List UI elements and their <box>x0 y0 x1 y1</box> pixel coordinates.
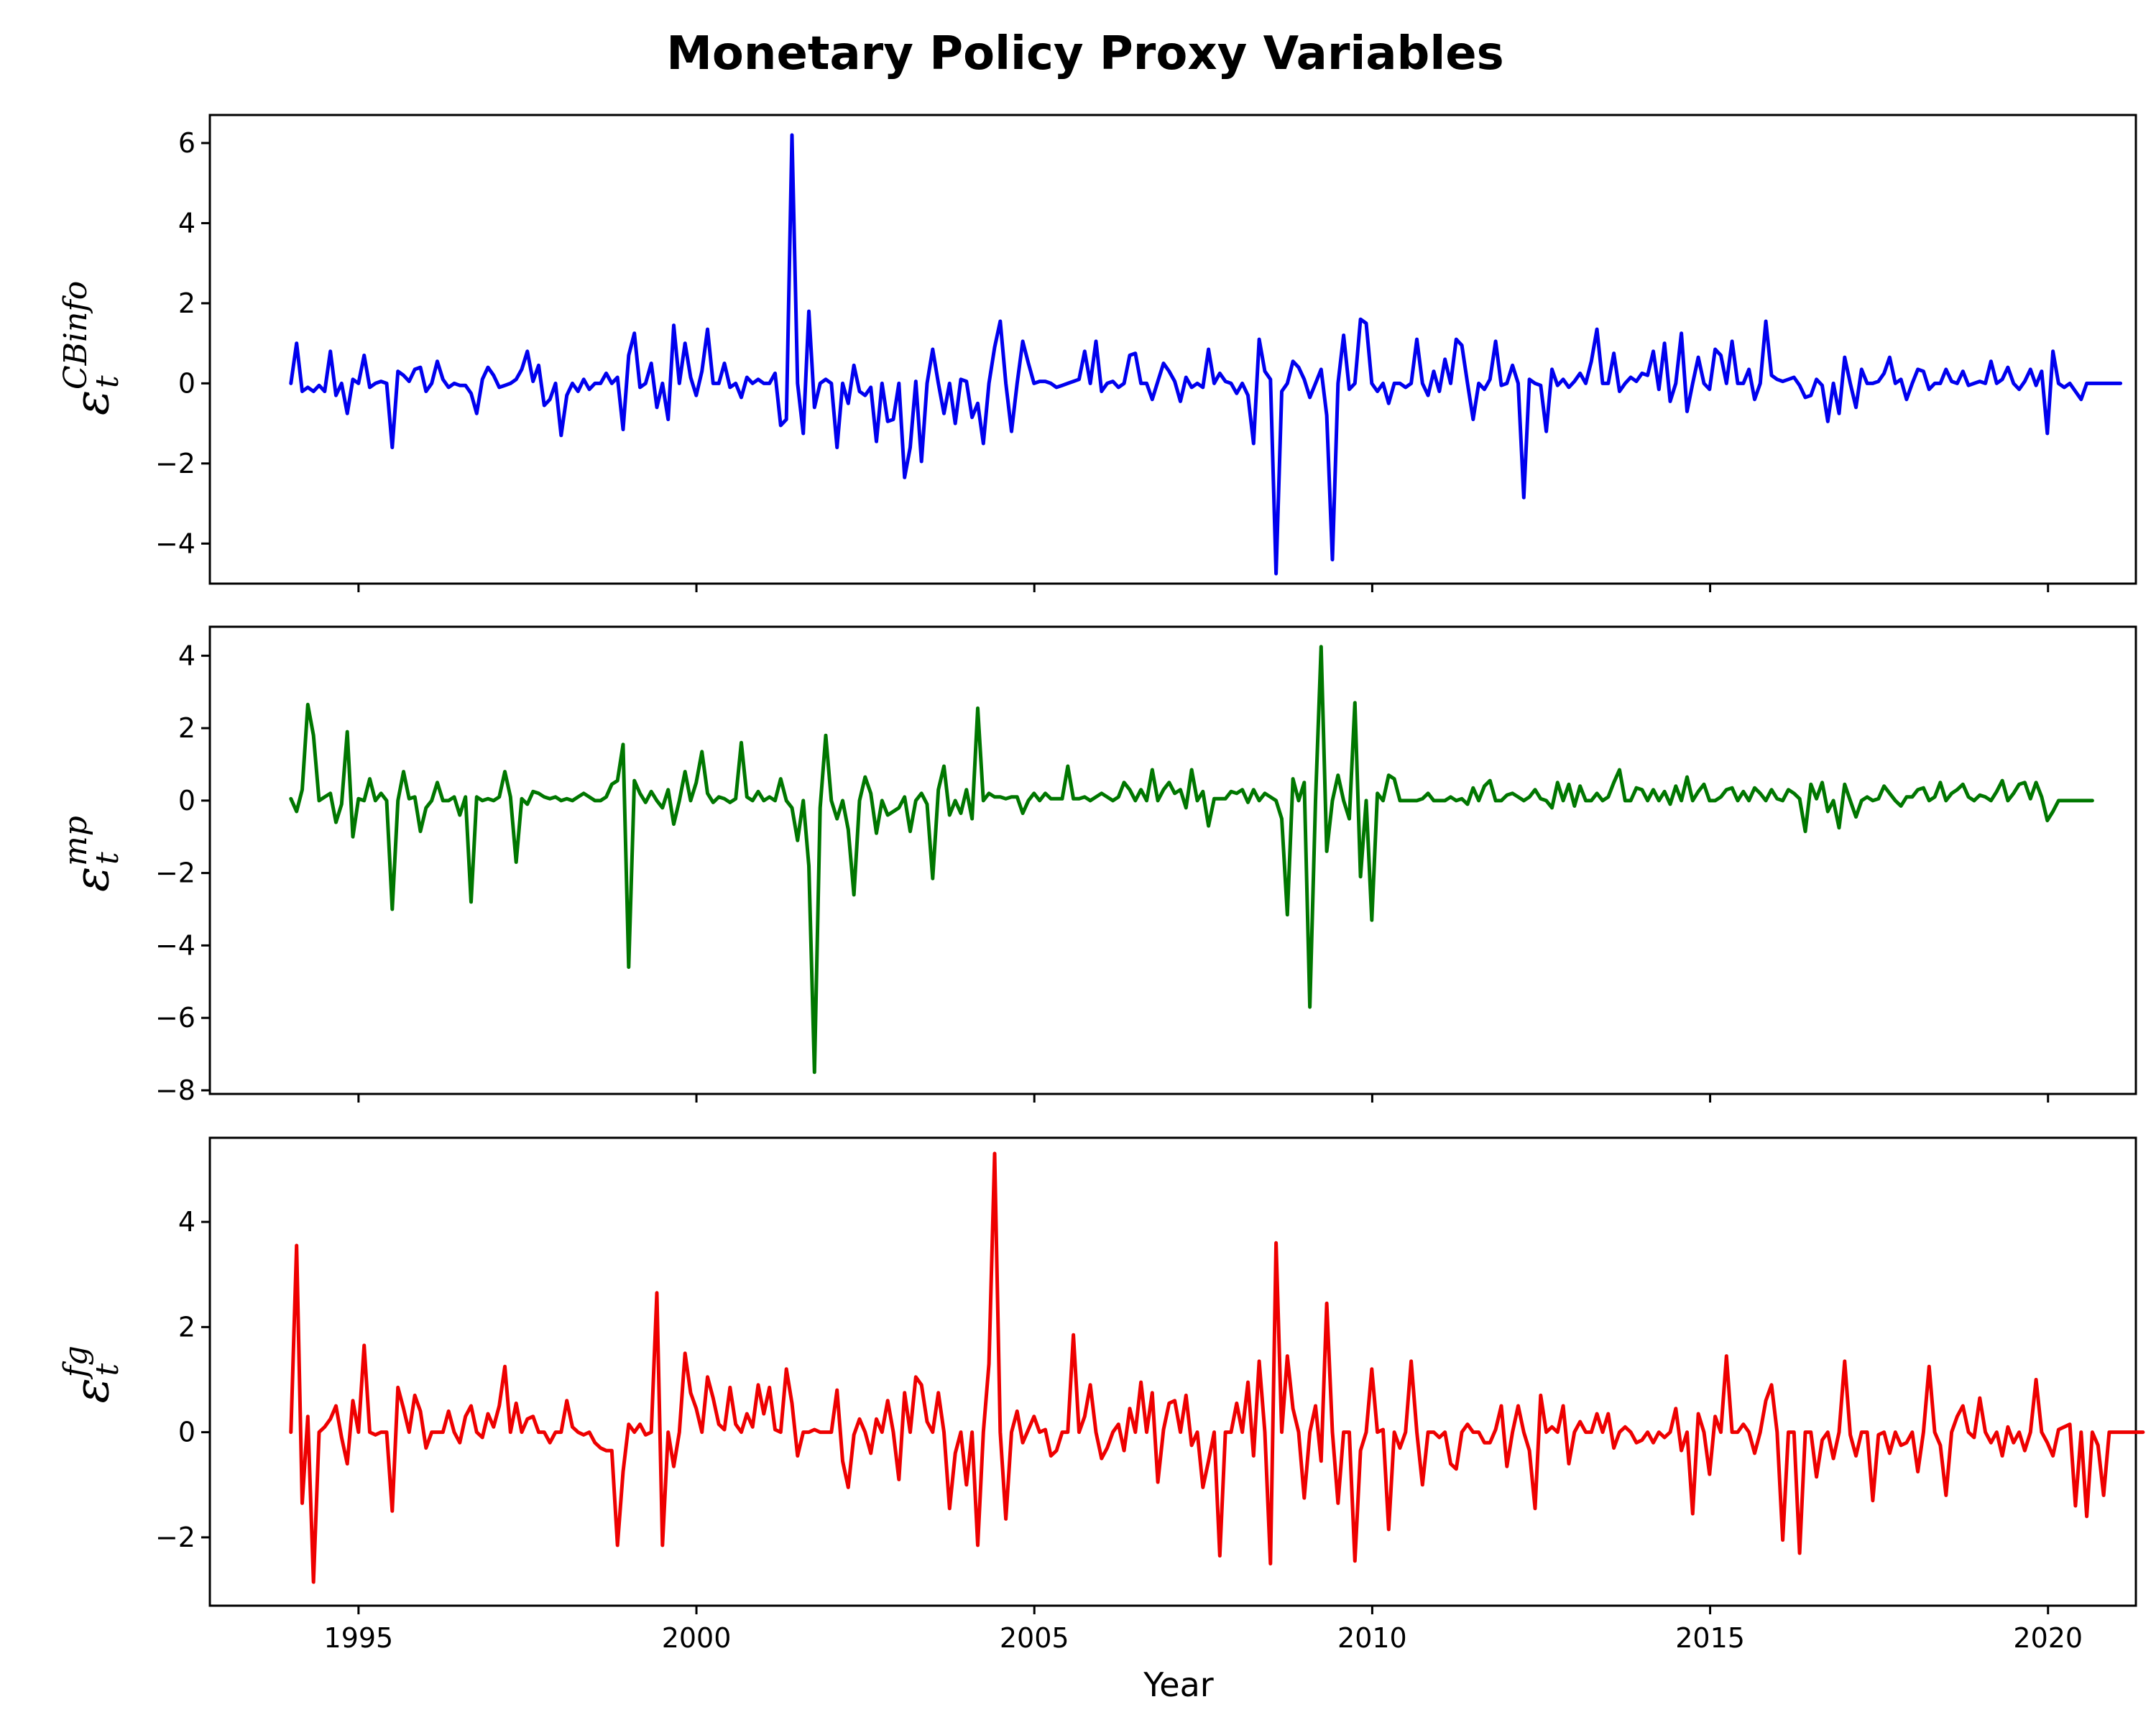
x-axis-label: Year <box>1143 1665 1213 1704</box>
y-axis-label-symbol-mp: ε <box>64 867 119 892</box>
panel-frame-mp <box>208 625 2137 1095</box>
y-axis-label-symbol-cbinfo: ε <box>64 390 119 415</box>
y-tick-label-fg-3: 4 <box>178 1206 195 1238</box>
x-tick-label-4: 2015 <box>1675 1622 1745 1654</box>
x-tick-label-0: 1995 <box>324 1622 394 1654</box>
y-tick-label-cbinfo-4: 4 <box>178 207 195 239</box>
y-tick-label-mp-2: −4 <box>155 929 195 961</box>
y-tick-label-fg-1: 0 <box>178 1417 195 1448</box>
y-tick-label-mp-6: 4 <box>178 640 195 671</box>
x-tick-label-2: 2005 <box>1000 1622 1069 1654</box>
y-tick-label-cbinfo-5: 6 <box>178 127 195 159</box>
y-tick-label-mp-5: 2 <box>178 712 195 744</box>
series-line-cbinfo <box>289 133 2123 576</box>
y-tick-label-fg-2: 2 <box>178 1311 195 1343</box>
y-axis-label-subscript-cbinfo: t <box>89 375 126 388</box>
y-axis-label-subscript-fg: t <box>89 1363 126 1376</box>
y-tick-label-mp-3: −2 <box>155 857 195 889</box>
y-tick-label-cbinfo-0: −4 <box>155 528 195 559</box>
x-tick-label-3: 2010 <box>1337 1622 1407 1654</box>
y-tick-label-mp-4: 0 <box>178 785 195 816</box>
panel-frame-cbinfo <box>208 114 2137 585</box>
y-tick-label-fg-0: −2 <box>155 1522 195 1553</box>
chart-title: Monetary Policy Proxy Variables <box>666 27 1504 80</box>
y-axis-label-symbol-fg: ε <box>64 1378 119 1403</box>
x-tick-label-5: 2020 <box>2013 1622 2083 1654</box>
x-tick-label-1: 2000 <box>662 1622 732 1654</box>
panel-frame-fg <box>208 1136 2137 1607</box>
y-axis-label-superscript-mp: mp <box>57 816 94 866</box>
y-tick-label-cbinfo-2: 0 <box>178 367 195 399</box>
y-tick-label-mp-1: −6 <box>155 1002 195 1034</box>
y-axis-label-superscript-fg: fg <box>57 1346 94 1379</box>
series-line-mp <box>289 645 2094 1075</box>
y-axis-label-subscript-mp: t <box>89 852 126 865</box>
y-axis-label-superscript-cbinfo: CBinfo <box>57 281 94 390</box>
panels-group: −4−20246εCBinfot−8−6−4−2024εmpt−20241995… <box>57 114 2145 1654</box>
y-tick-label-cbinfo-3: 2 <box>178 288 195 319</box>
y-tick-label-mp-0: −8 <box>155 1075 195 1106</box>
series-line-fg <box>289 1151 2145 1584</box>
y-tick-label-cbinfo-1: −2 <box>155 448 195 479</box>
